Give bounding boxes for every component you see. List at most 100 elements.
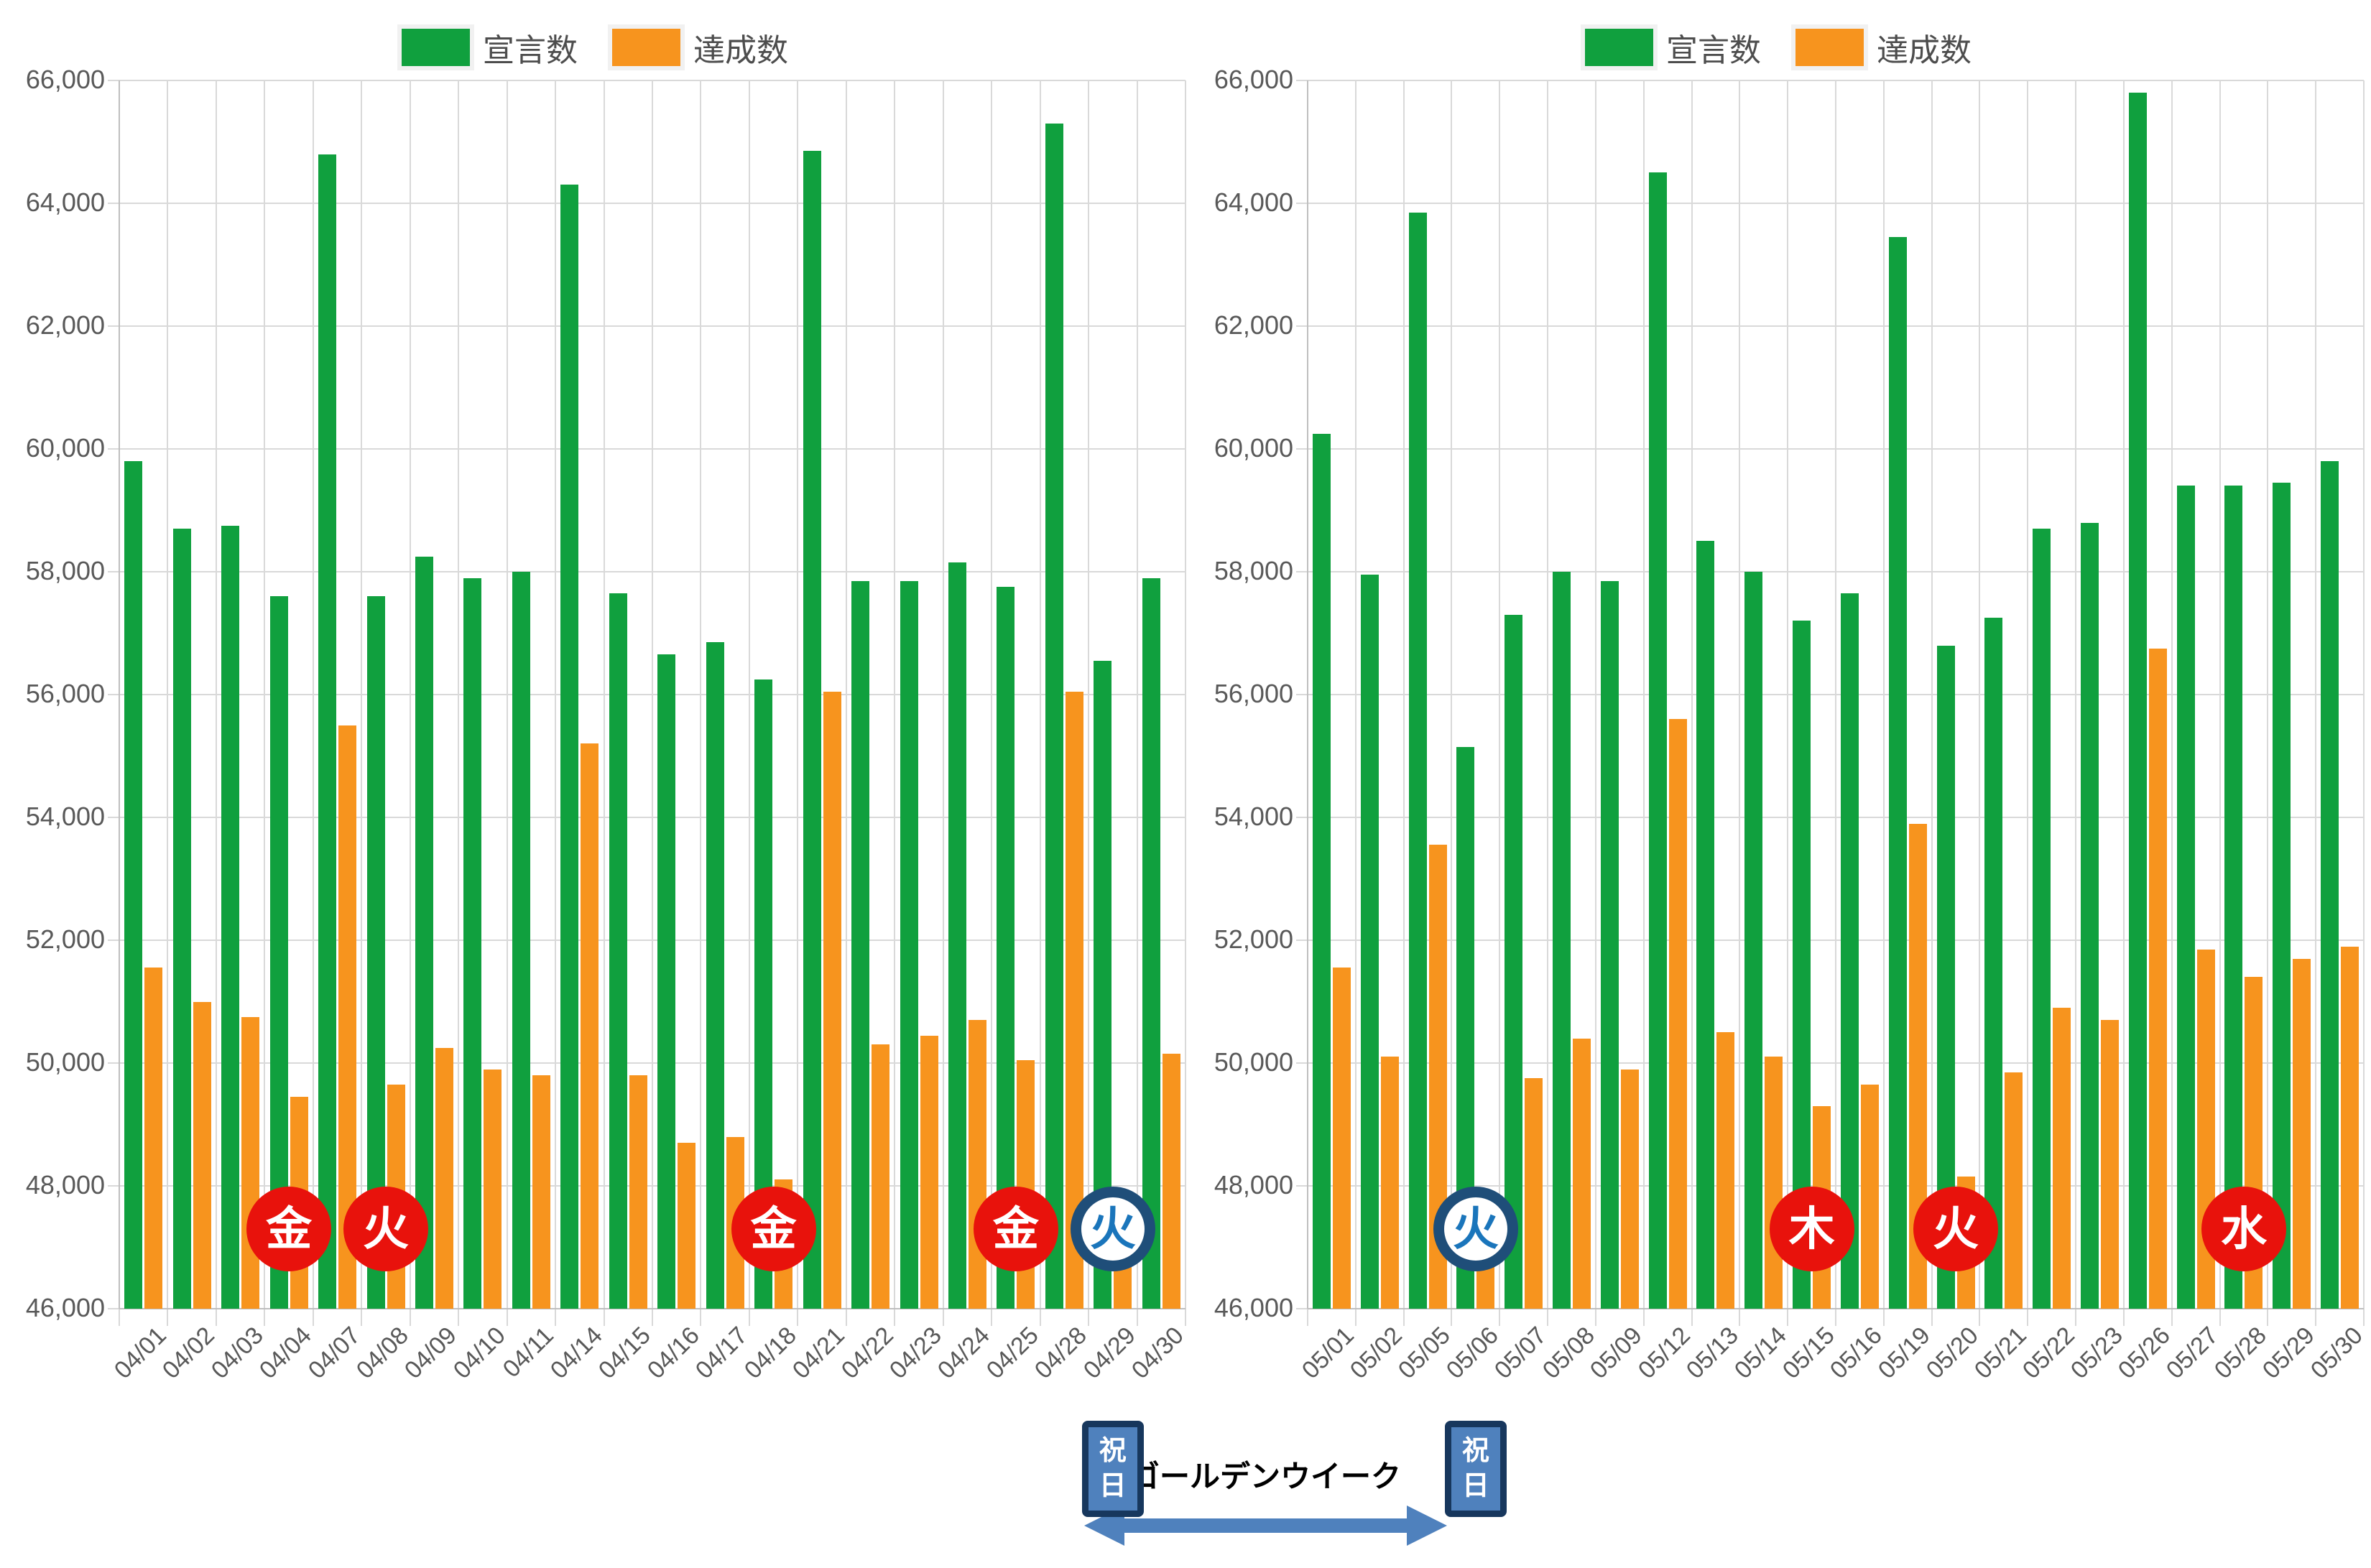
y-axis-tick-label: 58,000 xyxy=(25,556,105,585)
x-tick-mark xyxy=(2315,1309,2317,1326)
x-axis-label-05/22: 05/22 xyxy=(2017,1322,2080,1385)
x-axis-label-05/09: 05/09 xyxy=(1585,1322,1648,1385)
x-axis-label-05/19: 05/19 xyxy=(1873,1322,1936,1385)
x-gridline xyxy=(845,80,847,1309)
x-gridline xyxy=(1691,80,1693,1309)
x-tick-mark xyxy=(1691,1309,1693,1326)
golden-week-label: ゴールデンウイーク xyxy=(1129,1460,1402,1493)
weekday-circle-05/20: 火 xyxy=(1913,1187,1999,1271)
x-tick-mark xyxy=(2027,1309,2029,1326)
x-gridline xyxy=(700,80,702,1309)
holiday-badge-04/29: 祝日 xyxy=(1081,1421,1144,1517)
x-axis-label-05/23: 05/23 xyxy=(2065,1322,2128,1385)
arrow-right-head-icon xyxy=(1407,1506,1447,1546)
x-gridline xyxy=(2267,80,2269,1309)
y-axis-tick-label: 56,000 xyxy=(1214,679,1293,708)
y-axis-tick-label: 64,000 xyxy=(1214,187,1293,217)
x-gridline xyxy=(894,80,896,1309)
x-gridline xyxy=(1882,80,1885,1309)
x-tick-mark xyxy=(1039,1309,1041,1326)
bar-achieved-05/21 xyxy=(2005,1072,2023,1309)
holiday-badge-char: 日 xyxy=(1461,1471,1489,1501)
legend-swatch-achieved-icon xyxy=(1795,29,1864,66)
x-axis-line xyxy=(1308,1308,2364,1309)
bar-declared-05/01 xyxy=(1312,433,1331,1309)
x-tick-mark xyxy=(2363,1309,2365,1326)
bar-declared-04/24 xyxy=(948,562,966,1309)
x-gridline xyxy=(458,80,460,1309)
bar-declared-05/14 xyxy=(1744,572,1763,1309)
x-gridline xyxy=(1739,80,1741,1309)
x-tick-mark xyxy=(1136,1309,1138,1326)
x-axis-label-04/04: 04/04 xyxy=(254,1322,317,1385)
x-gridline xyxy=(1787,80,1789,1309)
bar-declared-04/09 xyxy=(415,556,433,1309)
x-axis-label-05/12: 05/12 xyxy=(1632,1322,1696,1385)
x-tick-mark xyxy=(555,1309,557,1326)
weekday-circle-05/06: 火 xyxy=(1433,1187,1518,1271)
x-axis-label-04/22: 04/22 xyxy=(836,1322,899,1385)
x-tick-mark xyxy=(1739,1309,1741,1326)
x-gridline xyxy=(1642,80,1645,1309)
x-axis-label-05/14: 05/14 xyxy=(1729,1322,1792,1385)
x-tick-mark xyxy=(1642,1309,1645,1326)
legend: 宣言数 達成数 xyxy=(1585,24,1972,70)
x-gridline xyxy=(312,80,314,1309)
bar-declared-04/23 xyxy=(900,580,918,1309)
weekday-circle-04/08: 火 xyxy=(343,1187,428,1271)
x-tick-mark xyxy=(1931,1309,1933,1326)
x-gridline xyxy=(1185,80,1186,1309)
x-axis-label-05/16: 05/16 xyxy=(1825,1322,1888,1385)
y-tick-mark xyxy=(108,817,119,818)
bar-declared-05/27 xyxy=(2176,486,2195,1309)
bar-declared-05/26 xyxy=(2128,93,2147,1309)
x-tick-mark xyxy=(264,1309,266,1326)
x-axis-label-04/03: 04/03 xyxy=(205,1322,269,1385)
y-tick-mark xyxy=(108,1062,119,1064)
x-tick-mark xyxy=(1835,1309,1836,1326)
x-tick-mark xyxy=(1499,1309,1501,1326)
x-tick-mark xyxy=(1451,1309,1453,1326)
bar-declared-05/19 xyxy=(1888,237,1907,1309)
x-gridline xyxy=(1136,80,1138,1309)
x-axis-label-04/30: 04/30 xyxy=(1127,1322,1190,1385)
y-axis-tick-label: 50,000 xyxy=(1214,1047,1293,1077)
x-gridline xyxy=(1402,80,1405,1309)
x-tick-mark xyxy=(2122,1309,2125,1326)
arrow-shaft xyxy=(1120,1518,1411,1533)
x-tick-mark xyxy=(409,1309,411,1326)
x-gridline xyxy=(991,80,993,1309)
legend-label-achieved: 達成数 xyxy=(693,33,788,68)
x-tick-mark xyxy=(845,1309,847,1326)
bar-declared-04/14 xyxy=(560,185,579,1309)
y-tick-mark xyxy=(1296,1308,1308,1309)
x-axis-label-05/29: 05/29 xyxy=(2257,1322,2320,1385)
y-tick-mark xyxy=(1296,817,1308,818)
x-axis-label-05/27: 05/27 xyxy=(2160,1322,2224,1385)
x-axis-label-04/15: 04/15 xyxy=(593,1322,657,1385)
x-tick-mark xyxy=(312,1309,314,1326)
y-axis-tick-label: 60,000 xyxy=(25,433,105,463)
weekday-circle-04/29: 火 xyxy=(1070,1187,1155,1271)
x-tick-mark xyxy=(797,1309,799,1326)
x-tick-mark xyxy=(1307,1309,1308,1326)
holiday-badge-char: 日 xyxy=(1099,1471,1127,1501)
x-gridline xyxy=(1354,80,1356,1309)
bar-achieved-05/08 xyxy=(1573,1038,1591,1309)
x-tick-mark xyxy=(1402,1309,1405,1326)
y-tick-mark xyxy=(108,940,119,941)
y-axis-line xyxy=(119,80,120,1309)
legend-item-achieved: 達成数 xyxy=(612,24,788,70)
x-gridline xyxy=(167,80,169,1309)
bar-achieved-05/23 xyxy=(2101,1020,2119,1309)
x-axis-line xyxy=(119,1308,1186,1309)
x-tick-mark xyxy=(1354,1309,1356,1326)
x-tick-mark xyxy=(603,1309,605,1326)
x-gridline xyxy=(942,80,944,1309)
bar-achieved-04/30 xyxy=(1162,1054,1180,1309)
bar-achieved-05/07 xyxy=(1525,1078,1543,1309)
x-axis-label-04/08: 04/08 xyxy=(351,1322,414,1385)
bar-declared-05/08 xyxy=(1553,572,1571,1309)
x-tick-mark xyxy=(894,1309,896,1326)
